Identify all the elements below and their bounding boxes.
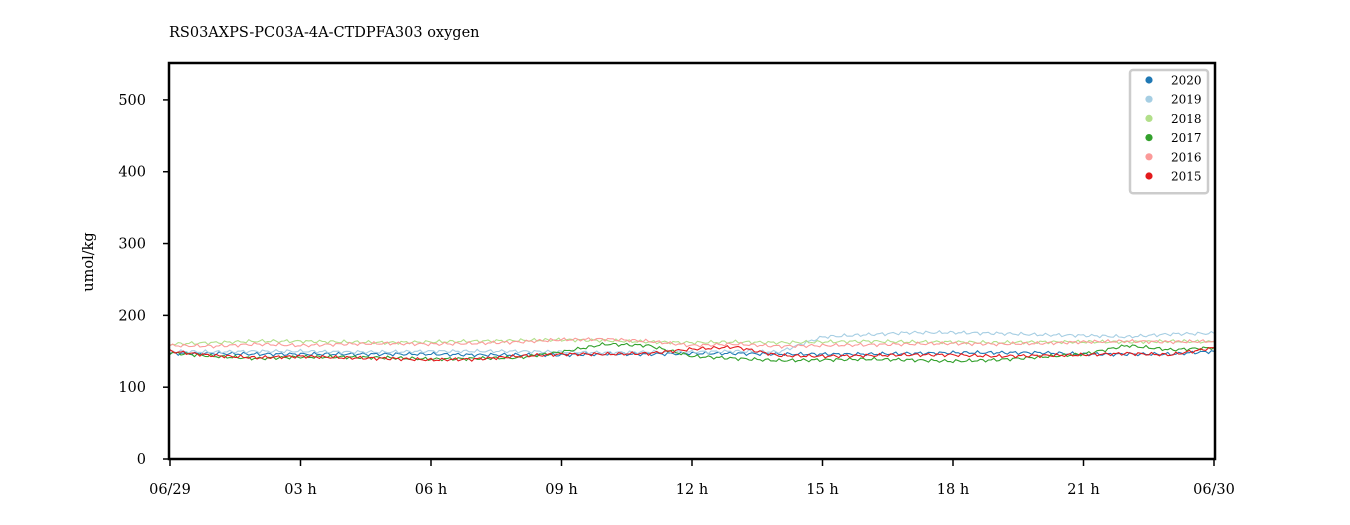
legend-label-2017: 2017 xyxy=(1171,131,1202,145)
series-line-2020 xyxy=(170,350,1214,358)
legend: 2020 2019 2018 2017 2016 2015 xyxy=(1128,68,1210,195)
legend-label-2015: 2015 xyxy=(1171,170,1202,184)
x-axis: 06/29 03 h 06 h 09 h 12 h 15 h 18 h 21 h 06/30 xyxy=(149,460,1235,498)
x-tick-label: 12 h xyxy=(676,482,708,498)
y-axis: 0 100 200 300 400 500 xyxy=(118,93,169,468)
x-tick-label: 06/30 xyxy=(1193,482,1235,498)
x-tick-label: 06/29 xyxy=(149,482,191,498)
x-tick-label: 06 h xyxy=(415,482,447,498)
series-layer xyxy=(170,329,1214,364)
legend-label-2020: 2020 xyxy=(1171,74,1202,88)
x-tick-label: 09 h xyxy=(545,482,577,498)
x-tick-label: 15 h xyxy=(806,482,838,498)
y-tick-label: 100 xyxy=(118,380,146,396)
x-tick-label: 18 h xyxy=(937,482,969,498)
legend-marker-2015 xyxy=(1145,172,1153,180)
legend-label-2019: 2019 xyxy=(1171,93,1202,107)
legend-marker-2016 xyxy=(1145,153,1153,161)
plot-frame xyxy=(167,61,1217,461)
y-tick-label: 200 xyxy=(118,308,146,324)
series-line-2019 xyxy=(170,329,1214,356)
legend-label-2016: 2016 xyxy=(1171,150,1202,164)
legend-marker-2019 xyxy=(1145,95,1153,103)
y-tick-label: 0 xyxy=(137,452,146,468)
x-tick-label: 21 h xyxy=(1067,482,1099,498)
y-tick-label: 400 xyxy=(118,165,146,181)
legend-label-2018: 2018 xyxy=(1171,112,1202,126)
legend-marker-2017 xyxy=(1145,134,1153,142)
y-tick-label: 500 xyxy=(118,93,146,109)
series-line-2017 xyxy=(170,341,1214,364)
chart-title: RS03AXPS-PC03A-4A-CTDPFA303 oxygen xyxy=(169,25,480,41)
series-line-2015 xyxy=(170,345,1214,362)
legend-marker-2020 xyxy=(1145,76,1153,84)
x-tick-label: 03 h xyxy=(284,482,316,498)
legend-marker-2018 xyxy=(1145,114,1153,122)
y-axis-label: umol/kg xyxy=(81,232,97,291)
y-tick-label: 300 xyxy=(118,237,146,253)
series-line-2016 xyxy=(170,337,1214,349)
series-line-2018 xyxy=(170,337,1214,346)
